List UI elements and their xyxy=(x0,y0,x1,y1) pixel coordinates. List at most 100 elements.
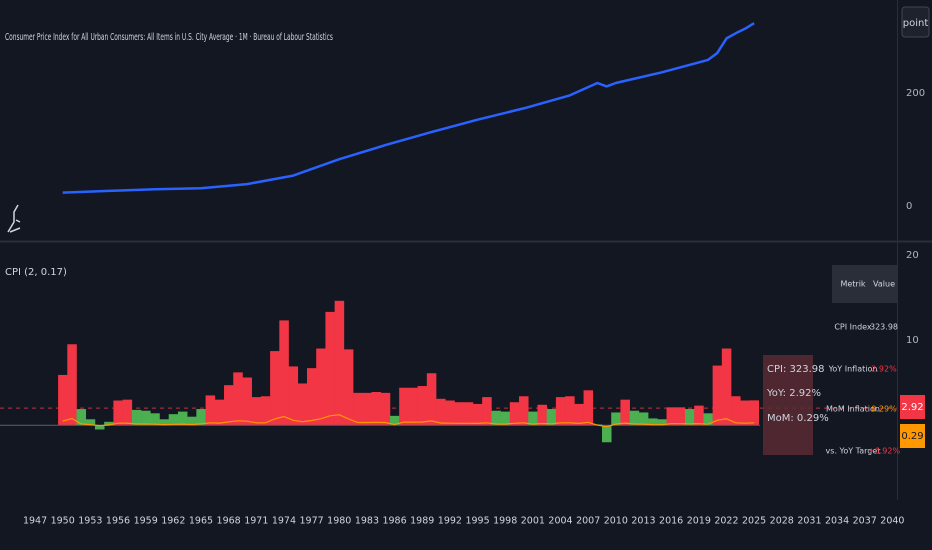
table-cell: 0.29% xyxy=(871,405,897,414)
yoy-bar xyxy=(288,366,299,426)
cpi-line xyxy=(62,22,755,194)
yoy-bar xyxy=(565,396,575,426)
yoy-bar xyxy=(472,403,483,426)
yoy-bar xyxy=(76,409,87,426)
yoy-bar xyxy=(389,415,400,426)
x-tick-label: 1995 xyxy=(465,516,489,527)
yoy-bar xyxy=(58,374,68,426)
table-header: Value xyxy=(873,280,895,289)
yoy-bar xyxy=(122,399,133,426)
yoy-bar xyxy=(104,421,114,426)
x-tick-label: 1974 xyxy=(272,516,296,527)
x-tick-label: 2025 xyxy=(742,516,766,527)
yoy-bar xyxy=(85,419,96,426)
yoy-bar xyxy=(601,425,612,443)
last-value-box xyxy=(900,424,925,448)
x-tick-label: 2004 xyxy=(548,516,572,527)
yoy-bar xyxy=(316,348,326,426)
yoy-bar xyxy=(629,410,640,426)
x-tick-label: 2040 xyxy=(880,516,904,527)
x-tick-label: 1992 xyxy=(438,516,462,527)
logo-mark xyxy=(7,204,21,233)
yoy-bar xyxy=(574,403,584,426)
yoy-bar xyxy=(325,311,335,426)
yoy-bar xyxy=(426,373,437,426)
yoy-bar xyxy=(684,409,695,426)
x-tick-label: 2022 xyxy=(714,516,738,527)
x-tick-label: 1989 xyxy=(410,516,434,527)
x-tick-label: 2034 xyxy=(825,516,849,527)
yoy-bar xyxy=(500,411,511,426)
yoy-bar xyxy=(620,399,630,426)
x-tick-label: 1983 xyxy=(355,516,379,527)
yoy-bar xyxy=(260,396,271,426)
table-cell: vs. YoY Target xyxy=(826,447,881,456)
x-tick-label: 1965 xyxy=(189,516,213,527)
last-value-label: 0.29 xyxy=(901,431,923,442)
yoy-bar xyxy=(436,398,446,426)
yoy-bar xyxy=(528,411,538,426)
yoy-bar xyxy=(94,425,105,430)
x-tick-label: 1947 xyxy=(23,516,47,527)
x-tick-label: 1956 xyxy=(106,516,130,527)
yoy-bar xyxy=(353,392,363,426)
scale-button[interactable] xyxy=(901,6,930,38)
table-cell: YoY Inflation xyxy=(828,365,878,374)
table-cell: 323.98 xyxy=(870,323,898,332)
indicator-title: CPI (2, 0.17) xyxy=(5,267,67,278)
yoy-bar xyxy=(343,349,354,426)
yoy-bar xyxy=(749,400,760,426)
y-tick-label: 10 xyxy=(906,335,919,346)
yoy-bar xyxy=(334,300,345,426)
x-tick-label: 2013 xyxy=(631,516,655,527)
yoy-bar xyxy=(233,372,243,426)
yoy-bar xyxy=(703,413,713,426)
tooltip-box xyxy=(763,355,813,455)
yoy-bar xyxy=(537,404,547,426)
tooltip-line: YoY: 2.92% xyxy=(766,388,821,399)
x-tick-label: 2001 xyxy=(521,516,545,527)
x-tick-label: 1971 xyxy=(244,516,268,527)
x-tick-label: 1986 xyxy=(382,516,406,527)
yoy-bar xyxy=(740,400,750,426)
yoy-bar xyxy=(67,344,77,426)
yoy-bar xyxy=(666,407,677,426)
yoy-bar xyxy=(408,387,418,426)
yoy-bar xyxy=(712,365,723,426)
yoy-bar xyxy=(648,418,658,426)
yoy-bar xyxy=(113,400,123,426)
yoy-bar xyxy=(555,397,566,426)
x-tick-label: 1980 xyxy=(327,516,351,527)
x-tick-label: 1968 xyxy=(217,516,241,527)
yoy-bar xyxy=(196,409,206,426)
yoy-bar xyxy=(399,387,409,426)
chart-title: Consumer Price Index for All Urban Consu… xyxy=(5,32,333,43)
yoy-bar xyxy=(168,414,179,426)
x-tick-label: 2031 xyxy=(797,516,821,527)
yoy-bar xyxy=(205,395,216,426)
last-value-box xyxy=(900,395,925,419)
x-tick-label: 1953 xyxy=(78,516,102,527)
scale-button-label[interactable]: point xyxy=(903,18,929,29)
table-header-bg xyxy=(832,265,897,303)
yoy-bar xyxy=(131,409,142,426)
yoy-bar xyxy=(721,348,732,426)
yoy-bar xyxy=(187,416,197,426)
x-tick-label: 2037 xyxy=(853,516,877,527)
yoy-bar xyxy=(214,399,225,426)
yoy-bar xyxy=(279,320,289,426)
table-cell: MoM Inflation xyxy=(826,405,880,414)
yoy-bar xyxy=(141,410,151,426)
x-tick-label: 1962 xyxy=(161,516,185,527)
yoy-bar xyxy=(270,351,280,426)
yoy-bar xyxy=(445,400,455,426)
yoy-bar xyxy=(519,396,529,426)
x-tick-label: 2019 xyxy=(687,516,711,527)
yoy-bar xyxy=(583,390,594,426)
y-tick-label: 20 xyxy=(906,250,919,261)
yoy-bar xyxy=(675,407,686,426)
table-cell: +0.92% xyxy=(868,447,901,456)
mom-line xyxy=(62,414,755,428)
